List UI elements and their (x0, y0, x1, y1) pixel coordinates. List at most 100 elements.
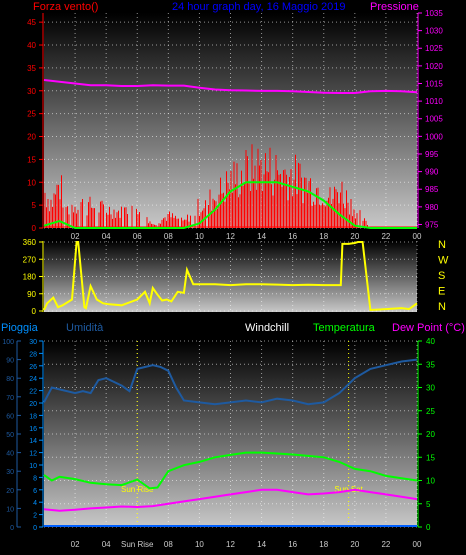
humidity-y-axis: 0 10 20 30 40 50 60 70 80 90 100 (2, 339, 21, 532)
pressure-tick-label: 1030 (425, 27, 443, 36)
wind-axis-title: Forza vento() (33, 1, 98, 13)
humidity-tick-label: 50 (6, 432, 14, 439)
temp-x-tick-label: 10 (195, 540, 204, 549)
compass-label: N (438, 239, 446, 251)
temp-x-tick-label: 08 (164, 540, 173, 549)
legend-humidity: Umidità (66, 322, 104, 334)
legend-temperature: Temperatura (313, 322, 376, 334)
wind-tick-label: 10 (27, 178, 36, 187)
rain-tick-label: 30 (29, 339, 37, 346)
temp-x-tick-label: 18 (319, 540, 328, 549)
direction-tick-label: 270 (23, 255, 37, 264)
wind-tick-label: 25 (27, 110, 36, 119)
rain-tick-label: 22 (29, 389, 37, 396)
legend-rain: Pioggia (1, 322, 39, 334)
wind-tick-label: 20 (27, 133, 36, 142)
gust-line (43, 181, 417, 229)
pressure-line (43, 79, 418, 94)
rain-tick-label: 6 (33, 488, 37, 495)
humidity-tick-label: 20 (6, 488, 14, 495)
pressure-axis-title: Pressione (370, 1, 419, 13)
temperature-y-axis: 0 5 10 15 20 25 30 35 40 (417, 337, 435, 532)
direction-series (43, 241, 418, 312)
gust-series (43, 181, 417, 229)
humidity-tick-label: 80 (6, 376, 14, 383)
pressure-tick-label: 995 (425, 150, 439, 159)
humidity-tick-label: 40 (6, 451, 14, 458)
temp-x-tick-label: Sun Rise (121, 540, 154, 549)
wind-tick-label: 5 (32, 201, 37, 210)
pressure-tick-label: 975 (425, 220, 439, 229)
temp-series (43, 358, 418, 527)
wind-x-tick-label: 06 (133, 232, 142, 241)
pressure-tick-label: 1000 (425, 132, 443, 141)
pressure-tick-label: 1035 (425, 9, 443, 18)
pressure-tick-label: 1020 (425, 62, 443, 71)
rain-tick-label: 4 (33, 500, 37, 507)
humidity-tick-label: 0 (10, 525, 14, 532)
compass-label: W (438, 255, 449, 267)
rain-tick-label: 14 (29, 438, 37, 445)
rain-tick-label: 0 (33, 525, 37, 532)
pressure-tick-label: 990 (425, 168, 439, 177)
sun-markers: Sun Rise Sun Set (121, 341, 364, 527)
sun-set-label: Sun Set (334, 485, 363, 494)
temp-x-axis: 02 04 Sun Rise 08 10 12 14 16 18 20 22 00 (71, 540, 422, 549)
temperature-tick-label: 20 (426, 430, 435, 439)
wind-x-tick-label: 08 (164, 232, 173, 241)
temp-x-tick-label: 00 (413, 540, 422, 549)
temp-x-tick-label: 22 (381, 540, 390, 549)
humidity-tick-label: 90 (6, 358, 14, 365)
wind-x-tick-label: 18 (319, 232, 328, 241)
humidity-tick-label: 30 (6, 469, 14, 476)
humidity-tick-label: 70 (6, 395, 14, 402)
rain-tick-label: 16 (29, 426, 37, 433)
wind-x-tick-label: 10 (195, 232, 204, 241)
wind-tick-label: 30 (27, 87, 36, 96)
wind-x-tick-label: 16 (288, 232, 297, 241)
rain-tick-label: 28 (29, 351, 37, 358)
humidity-tick-label: 60 (6, 413, 14, 420)
rain-tick-label: 26 (29, 364, 37, 371)
wind-tick-label: 35 (27, 64, 36, 73)
temperature-tick-label: 5 (426, 500, 431, 509)
humidity-tick-label: 100 (2, 339, 14, 346)
temperature-tick-label: 25 (426, 407, 435, 416)
temp-x-tick-label: 12 (226, 540, 235, 549)
rain-tick-label: 24 (29, 376, 37, 383)
wind-tick-label: 0 (32, 224, 37, 233)
temp-x-tick-label: 20 (350, 540, 359, 549)
wind-x-tick-label: 04 (102, 232, 111, 241)
rain-tick-label: 8 (33, 475, 37, 482)
rain-tick-label: 18 (29, 413, 37, 420)
direction-tick-label: 0 (32, 307, 37, 316)
legend-dewpoint: Dew Point (°C) (392, 322, 465, 334)
temp-x-tick-label: 02 (71, 540, 80, 549)
series-dew-point-c- (43, 488, 418, 512)
pressure-series (43, 79, 418, 94)
direction-tick-label: 360 (23, 238, 37, 247)
wind-x-tick-label: 14 (257, 232, 266, 241)
compass-label: S (438, 270, 445, 282)
pressure-tick-label: 1025 (425, 44, 443, 53)
temp-x-tick-label: 14 (257, 540, 266, 549)
wind-tick-label: 15 (27, 155, 36, 164)
temp-x-tick-label: 16 (288, 540, 297, 549)
sun-rise-label: Sun Rise (121, 485, 154, 494)
rain-tick-label: 2 (33, 513, 37, 520)
legend-windchill: Windchill (245, 322, 289, 334)
humidity-tick-label: 10 (6, 506, 14, 513)
rain-tick-label: 10 (29, 463, 37, 470)
compass-label: N (438, 301, 446, 313)
temperature-tick-label: 40 (426, 337, 435, 346)
direction-tick-label: 90 (27, 290, 36, 299)
pressure-tick-label: 1015 (425, 79, 443, 88)
temperature-tick-label: 0 (426, 523, 431, 532)
rain-tick-label: 12 (29, 451, 37, 458)
wind-y-axis: 0 5 10 15 20 25 30 35 40 45 (27, 13, 44, 233)
pressure-tick-label: 985 (425, 185, 439, 194)
